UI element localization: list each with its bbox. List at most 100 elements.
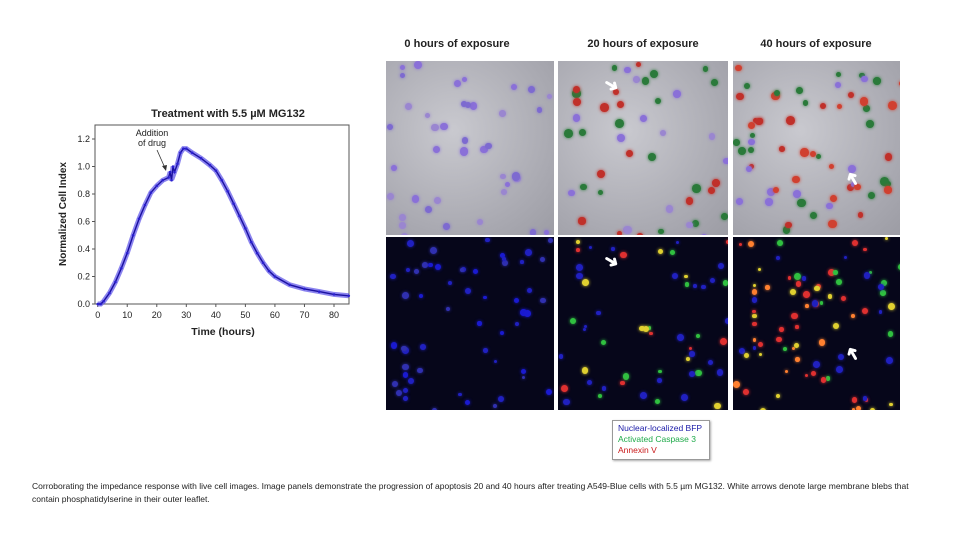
cell — [686, 221, 693, 229]
cell — [846, 184, 855, 192]
cell — [461, 137, 469, 145]
cell — [701, 285, 706, 290]
cell — [402, 292, 409, 299]
cell — [424, 205, 433, 214]
cell — [464, 400, 470, 406]
cell — [752, 346, 756, 350]
cell — [736, 92, 744, 101]
cell — [626, 149, 634, 157]
cell — [887, 331, 894, 337]
cell — [884, 153, 893, 161]
cell — [776, 336, 782, 342]
cell — [811, 300, 819, 308]
cell — [815, 153, 822, 159]
cell — [405, 268, 410, 273]
cell — [879, 290, 886, 296]
cell — [624, 66, 631, 74]
cell — [602, 386, 607, 391]
cell — [691, 220, 699, 228]
cell — [779, 145, 785, 152]
data-point — [317, 290, 321, 293]
cell — [757, 267, 762, 272]
cell — [559, 354, 564, 359]
data-point — [303, 287, 306, 291]
cell — [408, 378, 415, 385]
data-point — [161, 178, 164, 182]
cell — [406, 239, 414, 247]
cell — [852, 239, 859, 246]
cell — [497, 395, 504, 403]
cell — [657, 377, 662, 383]
cell — [752, 321, 757, 327]
cell — [692, 184, 701, 193]
cell — [751, 288, 758, 295]
y-tick-label: 0.8 — [77, 189, 90, 199]
cell — [579, 128, 587, 137]
data-point — [114, 280, 117, 284]
cell — [701, 234, 707, 235]
cell — [435, 263, 442, 271]
cell — [464, 287, 472, 294]
cell — [779, 327, 784, 333]
cell — [752, 338, 757, 342]
cell — [390, 273, 396, 280]
cell — [405, 103, 413, 111]
y-tick-label: 1.0 — [77, 162, 90, 172]
cell — [589, 245, 593, 250]
cell — [514, 322, 519, 327]
cell — [725, 318, 728, 324]
cell — [387, 192, 395, 200]
cell — [477, 321, 482, 326]
cell — [502, 260, 509, 267]
cell — [747, 122, 756, 130]
cell — [835, 71, 841, 77]
brightfield-0h — [386, 61, 554, 235]
cell — [684, 274, 688, 279]
cell — [521, 375, 526, 380]
cell — [884, 186, 892, 194]
cell — [658, 248, 664, 255]
data-point — [149, 191, 153, 194]
cell — [873, 77, 881, 85]
cell — [863, 272, 871, 279]
cell — [641, 77, 649, 85]
plot-frame — [94, 124, 350, 305]
cell — [805, 304, 809, 308]
cell — [782, 226, 791, 234]
annotation-line2: of drug — [138, 138, 166, 148]
cell — [600, 103, 609, 112]
cell — [680, 394, 688, 402]
cell — [530, 229, 537, 235]
data-point — [125, 251, 129, 255]
cell — [403, 388, 409, 394]
cell — [794, 273, 802, 281]
cell — [536, 107, 543, 113]
data-point — [267, 269, 271, 273]
cell — [390, 165, 397, 172]
x-tick-label: 0 — [95, 310, 100, 320]
cell — [809, 211, 818, 220]
y-tick-label: 0.4 — [77, 244, 90, 254]
cell — [401, 233, 409, 235]
cell — [635, 61, 641, 67]
cell — [502, 257, 506, 261]
cell — [776, 393, 781, 398]
cell — [837, 353, 845, 361]
cell — [548, 238, 554, 244]
cell — [600, 339, 607, 345]
cell — [649, 331, 653, 336]
data-point — [173, 170, 176, 174]
cell — [655, 398, 661, 404]
cell — [665, 205, 674, 213]
cell — [840, 296, 846, 302]
error-band — [97, 146, 350, 307]
cell — [546, 93, 553, 100]
cell — [430, 246, 438, 254]
y-tick-label: 1.2 — [77, 134, 90, 144]
cell — [800, 148, 809, 157]
cell — [670, 249, 675, 255]
data-point — [120, 266, 123, 270]
cell — [576, 264, 584, 272]
cell — [719, 337, 727, 345]
cell — [851, 407, 856, 410]
